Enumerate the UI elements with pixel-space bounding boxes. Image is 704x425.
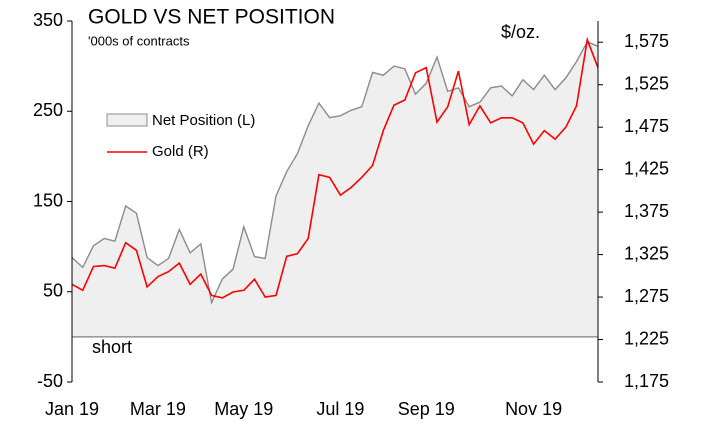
legend-label: Net Position (L) — [152, 112, 255, 129]
legend-swatch — [106, 113, 148, 127]
x-tick-label: Nov 19 — [505, 399, 562, 419]
x-tick-label: May 19 — [214, 399, 273, 419]
y2-tick-label: 1,175 — [624, 371, 669, 391]
line — [71, 40, 599, 305]
y-tick-label: 150 — [33, 190, 63, 210]
x-tick-label: Jul 19 — [316, 399, 364, 419]
y-tick-label: -50 — [37, 371, 63, 391]
y2-tick-label: 1,275 — [624, 286, 669, 306]
y-tick-label: 350 — [33, 10, 63, 30]
y2-tick-label: 1,375 — [624, 201, 669, 221]
y2-tick-label: 1,325 — [624, 243, 669, 263]
y2-tick-label: 1,425 — [624, 158, 669, 178]
area — [72, 41, 598, 337]
x-tick-label: Jan 19 — [45, 399, 99, 419]
chart-title: GOLD VS NET POSITION — [88, 6, 335, 29]
y2-tick-label: 1,475 — [624, 116, 669, 136]
chart-subtitle: '000s of contracts — [88, 33, 190, 48]
y2-tick-label: 1,525 — [624, 73, 669, 93]
line — [71, 36, 599, 299]
x-tick-label: Sep 19 — [398, 399, 455, 419]
legend-label: Gold (R) — [152, 143, 209, 160]
annotation: short — [92, 337, 132, 357]
x-tick-label: Mar 19 — [130, 399, 186, 419]
y2-unit: $/oz. — [501, 22, 540, 42]
y-tick-label: 250 — [33, 100, 63, 120]
y2-tick-label: 1,575 — [624, 31, 669, 51]
y-tick-label: 50 — [43, 281, 63, 301]
y2-tick-label: 1,225 — [624, 328, 669, 348]
